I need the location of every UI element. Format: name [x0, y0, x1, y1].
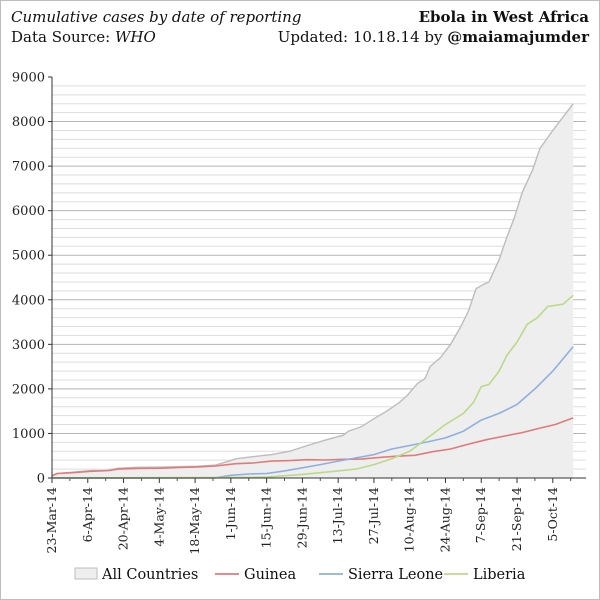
x-tick-label: 4-May-14 — [151, 487, 166, 547]
x-tick-label: 15-Jun-14 — [259, 487, 274, 548]
legend-label: All Countries — [101, 567, 198, 583]
author-handle: @maiamajumder — [447, 28, 589, 46]
legend-label: Guinea — [244, 567, 296, 583]
chart-subtitle: Cumulative cases by date of reporting — [11, 8, 302, 26]
x-tick-label: 29-Jun-14 — [294, 487, 309, 548]
y-tick-label: 9000 — [12, 71, 45, 86]
x-tick-label: 5-Oct-14 — [545, 487, 560, 542]
x-tick-label: 23-Mar-14 — [44, 487, 59, 554]
y-tick-label: 5000 — [12, 249, 45, 264]
y-tick-label: 2000 — [12, 382, 45, 397]
x-tick-label: 21-Sep-14 — [509, 487, 524, 551]
x-tick-label: 6-Apr-14 — [80, 487, 95, 542]
legend-label: Sierra Leone — [348, 567, 443, 583]
updated-label: Updated: 10.18.14 by — [277, 28, 443, 46]
updated-line: Updated: 10.18.14 by @maiamajumder — [278, 28, 589, 46]
series-line-liberia — [51, 294, 574, 479]
x-tick-label: 18-May-14 — [187, 487, 202, 555]
x-tick-label: 1-Jun-14 — [223, 487, 238, 540]
x-tick-label: 10-Aug-14 — [402, 487, 417, 552]
series-area-all — [52, 103, 574, 478]
x-tick-label: 7-Sep-14 — [473, 487, 488, 543]
legend-item-guinea: Guinea — [215, 567, 296, 583]
series-line-guinea — [51, 417, 574, 477]
y-tick-label: 0 — [37, 472, 45, 487]
legend-item-sierra-leone: Sierra Leone — [319, 567, 443, 583]
data-source-label: Data Source: — [11, 28, 111, 46]
series-line-all — [51, 103, 574, 477]
y-tick-label: 6000 — [12, 204, 45, 219]
y-tick-label: 8000 — [12, 115, 45, 130]
y-tick-label: 7000 — [12, 160, 45, 175]
legend-item-all: All Countries — [74, 567, 198, 583]
x-tick-label: 20-Apr-14 — [116, 487, 131, 550]
data-source-value: WHO — [114, 28, 156, 46]
legend-swatch — [74, 567, 98, 580]
legend-label: Liberia — [473, 567, 526, 583]
data-source: Data Source: WHO — [11, 28, 156, 46]
series-line-sierra-leone — [51, 346, 574, 479]
y-tick-label: 4000 — [12, 293, 45, 308]
chart-title: Ebola in West Africa — [418, 8, 589, 26]
x-tick-label: 27-Jul-14 — [366, 487, 381, 544]
y-tick-label: 3000 — [12, 338, 45, 353]
y-tick-label: 1000 — [12, 427, 45, 442]
x-tick-label: 24-Aug-14 — [437, 487, 452, 552]
legend-item-liberia: Liberia — [444, 567, 526, 583]
x-tick-label: 13-Jul-14 — [330, 487, 345, 544]
